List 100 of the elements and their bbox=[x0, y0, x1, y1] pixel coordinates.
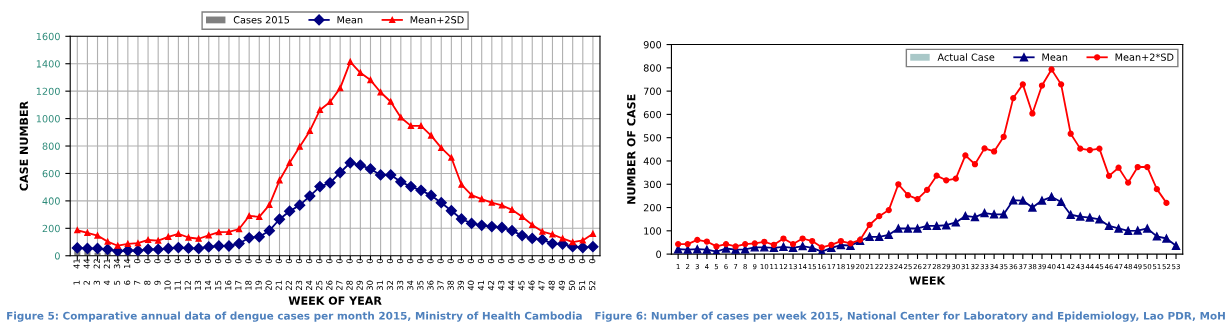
data-label: 0 bbox=[255, 258, 262, 264]
x-tick-label: 13 bbox=[194, 280, 202, 290]
data-label: 0 bbox=[558, 258, 565, 264]
x-tick-label: 41 bbox=[477, 280, 484, 291]
legend-label: Mean bbox=[1042, 53, 1068, 61]
y-tick-label: 800 bbox=[643, 64, 662, 72]
data-label: 0 bbox=[578, 258, 586, 264]
y-tick-label: 200 bbox=[42, 224, 60, 233]
x-tick-label: 16 bbox=[225, 280, 232, 290]
x-tick-label: 19 bbox=[255, 280, 262, 290]
data-label: 0 bbox=[376, 258, 384, 264]
x-tick-label: 4 bbox=[103, 280, 110, 285]
x-tick-label: 25 bbox=[316, 280, 323, 291]
x-tick-label: 6 bbox=[123, 280, 131, 285]
x-axis-title: WEEK OF YEAR bbox=[288, 296, 382, 305]
data-label: 0 bbox=[305, 258, 313, 264]
data-label: 0 bbox=[356, 258, 363, 264]
y-tick-label: 500 bbox=[643, 134, 662, 142]
y-tick-label: 400 bbox=[42, 197, 60, 205]
x-tick-label: 26 bbox=[326, 280, 333, 291]
x-tick-label: 49 bbox=[558, 280, 565, 291]
data-label: 0 bbox=[295, 258, 303, 264]
y-tick-label: 400 bbox=[643, 157, 662, 165]
caption: Figure 5: Comparative annual data of dengue cases per month 2015, Ministry of Health Cambodia bbox=[7, 311, 582, 322]
data-label: 0 bbox=[326, 258, 333, 264]
x-tick-label: 46 bbox=[528, 280, 535, 291]
data-label: 0 bbox=[235, 258, 242, 264]
x-tick-label: 36 bbox=[427, 280, 434, 291]
legend-label: Actual Case bbox=[937, 53, 995, 61]
x-tick-label: 47 bbox=[538, 280, 545, 291]
x-tick-label: 21 bbox=[275, 280, 282, 291]
y-tick-label: 800 bbox=[42, 142, 60, 150]
x-tick-label: 3 bbox=[93, 280, 100, 285]
y-tick-label: 1200 bbox=[36, 87, 60, 95]
data-label: 0 bbox=[467, 258, 475, 264]
x-tick-label: 35 bbox=[417, 280, 424, 291]
x-tick-label: 23 bbox=[295, 280, 303, 291]
x-tick-label: 27 bbox=[336, 280, 343, 291]
x-tick-label: 51 bbox=[579, 280, 586, 291]
x-tick-label: 15 bbox=[215, 280, 222, 290]
data-label: 0 bbox=[477, 258, 485, 264]
data-label: 0 bbox=[194, 258, 202, 264]
data-label: 0 bbox=[174, 258, 181, 264]
data-label: 0 bbox=[568, 258, 576, 264]
y-tick-label: 100 bbox=[644, 227, 662, 235]
x-axis-title: WEEK bbox=[909, 276, 946, 285]
data-label: 0 bbox=[396, 258, 404, 264]
caption: Figure 6: Number of cases per week 2015, National Center for Laboratory and Epidemiology, Lao PDR, MoH bbox=[595, 311, 1225, 322]
data-label: 0 bbox=[518, 258, 525, 264]
x-tick-label: 11 bbox=[174, 280, 181, 290]
x-tick-label: 43 bbox=[498, 280, 505, 291]
x-tick-label: 8 bbox=[144, 280, 151, 285]
x-tick-label: 5 bbox=[113, 280, 121, 285]
x-tick-label: 24 bbox=[305, 280, 313, 291]
y-tick-label: 600 bbox=[42, 169, 60, 178]
x-tick-label: 18 bbox=[245, 280, 252, 290]
x-tick-label: 50 bbox=[568, 280, 576, 291]
y-tick-label: 0 bbox=[656, 250, 662, 258]
y-axis-title: CASE NUMBER bbox=[19, 101, 29, 191]
data-label: 0 bbox=[386, 258, 394, 264]
data-label: 0 bbox=[417, 258, 424, 264]
data-label: 0 bbox=[538, 258, 545, 264]
data-label: 0 bbox=[528, 258, 535, 264]
y-tick-label: 600 bbox=[643, 110, 662, 119]
data-label: 0 bbox=[447, 258, 454, 264]
x-tick-label: 33 bbox=[396, 280, 404, 291]
data-label: 0 bbox=[346, 258, 353, 264]
y-tick-label: 1400 bbox=[36, 60, 60, 68]
x-tick-label: 7 bbox=[134, 280, 141, 285]
x-tick-label: 31 bbox=[376, 280, 384, 291]
data-label: 0 bbox=[204, 258, 212, 264]
data-label: 0 bbox=[437, 258, 444, 264]
x-tick-label: 38 bbox=[447, 280, 454, 291]
x-tick-label: 40 bbox=[467, 280, 475, 291]
x-tick-label: 12 bbox=[184, 280, 191, 290]
x-tick-label: 2 bbox=[83, 280, 90, 285]
legend-label: Cases 2015 bbox=[233, 16, 290, 24]
x-tick-label: 10 bbox=[164, 280, 171, 290]
data-label: 0 bbox=[316, 258, 323, 264]
data-label: 0 bbox=[225, 258, 232, 264]
x-tick-label: 44 bbox=[508, 280, 515, 291]
x-tick-label: 17 bbox=[235, 280, 242, 290]
y-tick-label: 200 bbox=[643, 204, 662, 212]
y-tick-label: 300 bbox=[643, 180, 662, 189]
x-tick-label: 32 bbox=[386, 280, 394, 291]
x-tick-label: 48 bbox=[548, 280, 555, 291]
data-label: 0 bbox=[498, 258, 505, 264]
x-tick-label: 28 bbox=[346, 280, 353, 291]
y-tick-label: 0 bbox=[54, 252, 60, 260]
data-label: 0 bbox=[487, 258, 495, 264]
data-label: 0 bbox=[164, 258, 171, 264]
x-tick-label: 14 bbox=[204, 280, 212, 290]
data-label: 0 bbox=[245, 258, 252, 264]
legend-label: Mean+2SD bbox=[410, 16, 464, 24]
x-tick-label: 52 bbox=[589, 280, 596, 291]
x-tick-label: 42 bbox=[487, 280, 495, 291]
y-tick-label: 1000 bbox=[36, 115, 60, 123]
data-label: 0 bbox=[265, 258, 272, 264]
data-label: 0 bbox=[336, 258, 343, 264]
data-label: 0 bbox=[407, 258, 414, 264]
